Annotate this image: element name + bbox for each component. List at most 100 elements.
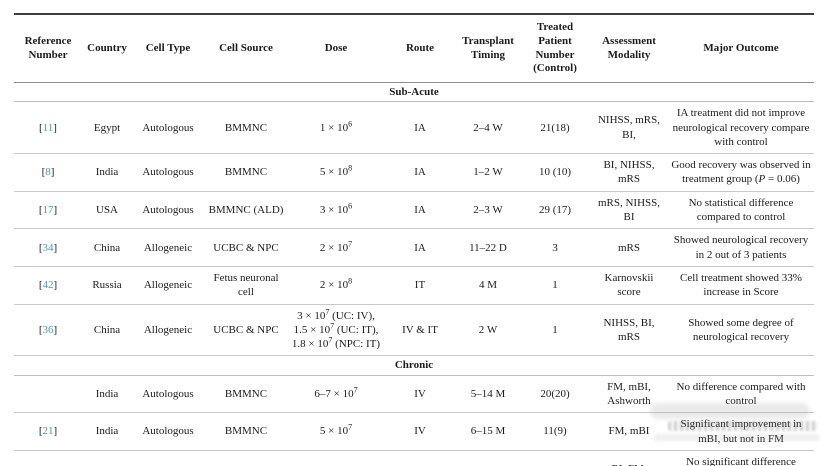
patients-cell: 10 (10) [520, 153, 590, 192]
reference-bracket: [ [41, 166, 46, 179]
clinical-trials-table: Reference Number Country Cell Type Cell … [14, 13, 814, 466]
cell-type-cell: Allogeneic [132, 266, 204, 305]
col-header-cell-source: Cell Source [204, 14, 288, 83]
reference-bracket: [ [38, 425, 43, 438]
dose-cell: 1 × 106 [288, 101, 384, 155]
timing-cell: 5–14 M [456, 375, 520, 414]
patients-cell: 1 [520, 266, 590, 305]
assessment-cell: NIHSS, mRS, BI, [590, 101, 668, 155]
cell-source-cell: BMMNC [204, 153, 288, 192]
assessment-cell: NIHSS, BI, mRS [590, 304, 668, 357]
col-header-transplant-timing: Transplant Timing [456, 14, 520, 83]
cell-type-cell: Autologous [132, 412, 204, 451]
country-cell: China [82, 228, 132, 267]
reference-cell: [34] [14, 228, 82, 267]
route-cell: IV [384, 412, 456, 451]
table-row: India Autologous BMMNC 6–7 × 107 IV 5–14 M 20(… [14, 375, 814, 414]
dose-cell: 6–7 × 107 [288, 375, 384, 414]
outcome-cell: IA treatment did not improve neurologica… [668, 101, 814, 155]
outcome-cell: No significant difference compared with … [668, 450, 814, 466]
cell-source-cell: UCBC & NPC [204, 304, 288, 357]
country-cell: China [82, 304, 132, 357]
route-cell: IA [384, 191, 456, 230]
patients-cell: 21(18) [520, 101, 590, 155]
reference-link[interactable]: 11 [42, 121, 54, 134]
dose-cell: 5–6 × 107 [288, 450, 384, 466]
cell-source-cell: BMMNC (ALD) [204, 191, 288, 230]
country-cell: USA [82, 191, 132, 230]
section-row: Chronic [14, 355, 814, 376]
reference-bracket: ] [53, 121, 57, 134]
reference-bracket: ] [53, 425, 58, 438]
timing-cell: 11–22 D [456, 228, 520, 267]
reference-cell: [17] [14, 191, 82, 230]
outcome-cell: No difference compared with control [668, 375, 814, 414]
timing-cell: 2–4 W [456, 101, 520, 155]
patients-cell: 1 [520, 304, 590, 357]
cell-type-cell: Autologous [132, 101, 204, 155]
cell-source-cell: BMMNC [204, 412, 288, 451]
dose-cell: 2 × 107 [288, 228, 384, 267]
reference-bracket: [ [38, 323, 43, 336]
cell-type-cell: Autologous [132, 450, 204, 466]
table-body: Sub-Acute [11] Egypt Autologous BMMNC 1 × 106… [14, 82, 814, 466]
assessment-cell: FM, mBI [590, 412, 668, 451]
outcome-cell: Showed neurological recovery in 2 out of… [668, 228, 814, 267]
header-row: Reference Number Country Cell Type Cell … [14, 14, 814, 83]
table-row: [36] China Allogeneic UCBC & NPC 3 × 107 (UC… [14, 304, 814, 357]
cell-source-cell: Fetus neuronal cell [204, 266, 288, 305]
cell-type-cell: Autologous [132, 191, 204, 230]
table-row: [8] India Autologous BMMNC 5 × 108 IA 1–2 W 10 … [14, 153, 814, 192]
reference-link[interactable]: 34 [42, 241, 54, 254]
cell-type-cell: Autologous [132, 153, 204, 192]
reference-bracket: [ [38, 203, 43, 216]
route-cell: IV [384, 375, 456, 414]
reference-link[interactable]: 36 [42, 323, 54, 336]
dose-cell: 2 × 108 [288, 266, 384, 305]
outcome-cell: Significant improvement in mBI, but not … [668, 412, 814, 451]
country-cell: Russia [82, 266, 132, 305]
reference-bracket: [ [38, 241, 43, 254]
reference-link[interactable]: 8 [45, 166, 51, 179]
assessment-cell: Karnovskii score [590, 266, 668, 305]
cell-type-cell: Autologous [132, 375, 204, 414]
outcome-cell: Good recovery was observed in treatment … [668, 153, 814, 192]
cell-source-cell: UCBC & NPC [204, 228, 288, 267]
patients-cell: 11(9) [520, 412, 590, 451]
patients-cell: 20(20) [520, 375, 590, 414]
patients-cell: 29 (17) [520, 191, 590, 230]
table-row: [4,5]IndiaAutologousBMSC5–6 × 107IV8–12 … [14, 450, 814, 466]
country-cell: India [82, 375, 132, 414]
cell-type-cell: Allogeneic [132, 228, 204, 267]
col-header-major-outcome: Major Outcome [668, 14, 814, 83]
reference-link[interactable]: 21 [42, 425, 54, 438]
section-row: Sub-Acute [14, 82, 814, 103]
reference-cell [14, 375, 82, 414]
route-cell: IV & IT [384, 304, 456, 357]
reference-link[interactable]: 42 [42, 279, 54, 292]
timing-cell: 2 W [456, 304, 520, 357]
table-row: [34] China Allogeneic UCBC & NPC 2 × 107 IA 11… [14, 228, 814, 267]
reference-bracket: [ [38, 279, 43, 292]
table-row: [17] USA Autologous BMMNC (ALD) 3 × 106 IA 2–3… [14, 191, 814, 230]
country-cell: Egypt [82, 101, 132, 155]
timing-cell: 2–3 W [456, 191, 520, 230]
reference-cell: [42] [14, 266, 82, 305]
route-cell: IT [384, 266, 456, 305]
route-cell: IV [384, 450, 456, 466]
country-cell: India [82, 450, 132, 466]
reference-cell: [4,5] [14, 450, 82, 466]
cell-type-cell: Allogeneic [132, 304, 204, 357]
reference-bracket: ] [53, 203, 58, 216]
dose-cell: 3 × 107 (UC: IV), 1.5 × 107 (UC: IT), 1.… [288, 304, 384, 357]
col-header-reference-number: Reference Number [14, 14, 82, 83]
col-header-route: Route [384, 14, 456, 83]
reference-link[interactable]: 17 [42, 203, 54, 216]
reference-cell: [11] [14, 101, 82, 155]
route-cell: IA [384, 228, 456, 267]
timing-cell: 8–12 M [456, 450, 520, 466]
reference-bracket: ] [50, 166, 55, 179]
assessment-cell: mRS [590, 228, 668, 267]
